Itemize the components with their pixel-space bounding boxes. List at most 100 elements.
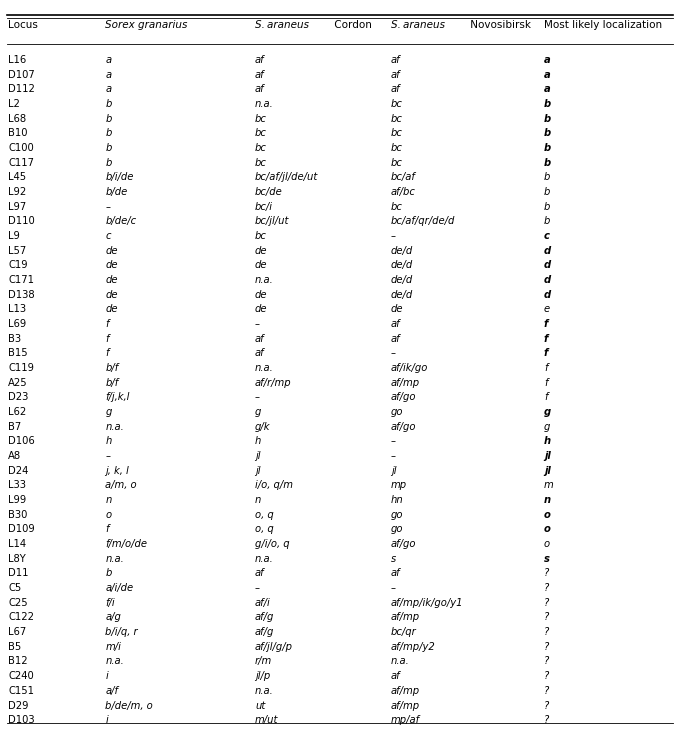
Text: mp/af: mp/af xyxy=(391,715,420,725)
Text: L45: L45 xyxy=(8,173,27,182)
Text: b: b xyxy=(544,158,551,168)
Text: m/i: m/i xyxy=(105,642,121,652)
Text: b: b xyxy=(105,158,112,168)
Text: n.a.: n.a. xyxy=(255,553,274,564)
Text: B30: B30 xyxy=(8,510,27,520)
Text: b: b xyxy=(544,216,550,226)
Text: de: de xyxy=(255,245,267,256)
Text: L62: L62 xyxy=(8,407,27,417)
Text: g: g xyxy=(544,407,551,417)
Text: n.a.: n.a. xyxy=(105,656,124,667)
Text: B15: B15 xyxy=(8,348,28,359)
Text: –: – xyxy=(255,392,260,403)
Text: D23: D23 xyxy=(8,392,29,403)
Text: f: f xyxy=(544,348,548,359)
Text: o, q: o, q xyxy=(255,510,274,520)
Text: af: af xyxy=(391,85,401,94)
Text: m: m xyxy=(544,481,554,490)
Text: C119: C119 xyxy=(8,363,34,373)
Text: f: f xyxy=(544,334,548,344)
Text: –: – xyxy=(255,319,260,329)
Text: de: de xyxy=(105,260,118,270)
Text: bc/de: bc/de xyxy=(255,187,283,197)
Text: n: n xyxy=(255,495,261,505)
Text: f/j,k,l: f/j,k,l xyxy=(105,392,130,403)
Text: L57: L57 xyxy=(8,245,27,256)
Text: f: f xyxy=(105,348,109,359)
Text: a: a xyxy=(105,70,112,79)
Text: af: af xyxy=(255,70,265,79)
Text: b/f: b/f xyxy=(105,378,118,388)
Text: af: af xyxy=(255,568,265,578)
Text: m/ut: m/ut xyxy=(255,715,278,725)
Text: g/k: g/k xyxy=(255,422,271,431)
Text: af: af xyxy=(391,568,401,578)
Text: b: b xyxy=(544,143,551,153)
Text: –: – xyxy=(391,437,396,446)
Text: C117: C117 xyxy=(8,158,34,168)
Text: de: de xyxy=(105,304,118,315)
Text: n.a.: n.a. xyxy=(391,656,410,667)
Text: L13: L13 xyxy=(8,304,27,315)
Text: C100: C100 xyxy=(8,143,34,153)
Text: b: b xyxy=(544,187,550,197)
Text: n: n xyxy=(544,495,551,505)
Text: bc/af: bc/af xyxy=(391,173,416,182)
Text: C122: C122 xyxy=(8,612,34,623)
Text: af/g: af/g xyxy=(255,612,274,623)
Text: h: h xyxy=(105,437,112,446)
Text: D112: D112 xyxy=(8,85,35,94)
Text: d: d xyxy=(544,290,551,300)
Text: go: go xyxy=(391,525,403,534)
Text: C240: C240 xyxy=(8,671,34,681)
Text: ?: ? xyxy=(544,715,549,725)
Text: b/i/q, r: b/i/q, r xyxy=(105,627,138,637)
Text: jl: jl xyxy=(255,466,260,476)
Text: ?: ? xyxy=(544,700,549,711)
Text: jl: jl xyxy=(544,466,551,476)
Text: f: f xyxy=(105,319,109,329)
Text: af/i: af/i xyxy=(255,598,271,608)
Text: af/go: af/go xyxy=(391,392,416,403)
Text: r/m: r/m xyxy=(255,656,272,667)
Text: bc: bc xyxy=(391,158,403,168)
Text: C5: C5 xyxy=(8,583,21,593)
Text: f: f xyxy=(544,378,547,388)
Text: de: de xyxy=(391,304,403,315)
Text: g: g xyxy=(105,407,112,417)
Text: b/de/c: b/de/c xyxy=(105,216,137,226)
Text: af/mp: af/mp xyxy=(391,378,420,388)
Text: g/i/o, q: g/i/o, q xyxy=(255,539,290,549)
Text: s: s xyxy=(391,553,396,564)
Text: jl: jl xyxy=(255,451,260,461)
Text: af/mp/ik/go/y1: af/mp/ik/go/y1 xyxy=(391,598,464,608)
Text: A25: A25 xyxy=(8,378,28,388)
Text: bc: bc xyxy=(255,129,267,138)
Text: L68: L68 xyxy=(8,114,27,123)
Text: b: b xyxy=(105,129,112,138)
Text: bc/af/jl/de/ut: bc/af/jl/de/ut xyxy=(255,173,318,182)
Text: de/d: de/d xyxy=(391,245,413,256)
Text: –: – xyxy=(391,348,396,359)
Text: L99: L99 xyxy=(8,495,27,505)
Text: bc: bc xyxy=(391,114,403,123)
Text: jl: jl xyxy=(544,451,551,461)
Text: de: de xyxy=(255,304,267,315)
Text: o: o xyxy=(544,525,551,534)
Text: f: f xyxy=(544,392,547,403)
Text: –: – xyxy=(105,201,110,212)
Text: D103: D103 xyxy=(8,715,35,725)
Text: a/m, o: a/m, o xyxy=(105,481,137,490)
Text: f/m/o/de: f/m/o/de xyxy=(105,539,148,549)
Text: a: a xyxy=(544,70,551,79)
Text: D11: D11 xyxy=(8,568,29,578)
Text: n.a.: n.a. xyxy=(255,363,274,373)
Text: C171: C171 xyxy=(8,275,34,285)
Text: S. araneus: S. araneus xyxy=(391,20,445,30)
Text: ?: ? xyxy=(544,656,549,667)
Text: af: af xyxy=(391,671,401,681)
Text: af: af xyxy=(255,334,265,344)
Text: D138: D138 xyxy=(8,290,35,300)
Text: bc: bc xyxy=(391,143,403,153)
Text: bc: bc xyxy=(391,201,403,212)
